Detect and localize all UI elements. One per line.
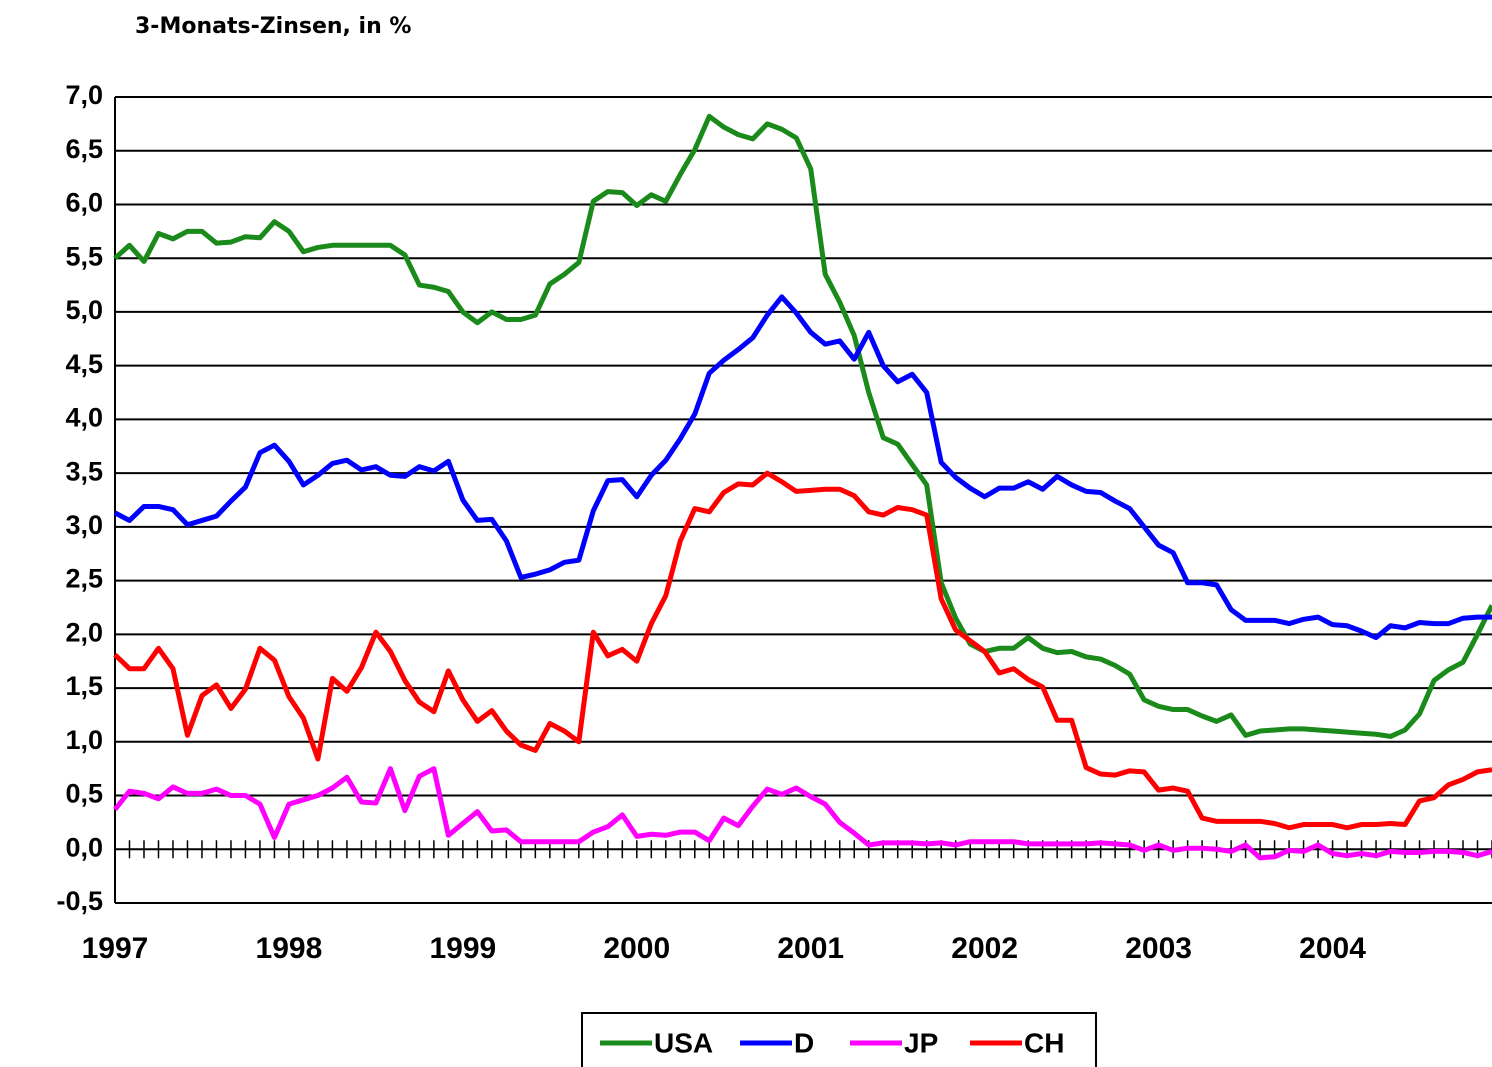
- series-line: [113, 294, 1492, 641]
- y-tick-label: 3,0: [65, 510, 103, 540]
- x-tick-label: 2000: [603, 932, 670, 965]
- y-tick-label: 2,0: [65, 617, 103, 647]
- y-tick-label: 5,5: [65, 241, 103, 271]
- y-tick-label: 1,0: [65, 725, 103, 755]
- x-tick-label: 2003: [1125, 932, 1192, 965]
- lines: [113, 113, 1492, 861]
- y-tick-label: 5,0: [65, 295, 103, 325]
- y-tick-label: 6,5: [65, 134, 103, 164]
- y-tick-label: 7,0: [65, 80, 103, 110]
- y-tick-label: 4,5: [65, 349, 103, 379]
- x-tick-label: 2002: [951, 932, 1018, 965]
- y-tick-label: 3,5: [65, 456, 103, 486]
- series-line: [113, 470, 1492, 831]
- legend-label: D: [794, 1027, 814, 1058]
- y-tick-label: 6,0: [65, 188, 103, 218]
- y-tick-label: -0,5: [56, 886, 103, 916]
- x-tick-label: 1997: [82, 932, 149, 965]
- series-line: [113, 113, 1492, 739]
- chart-title: 3-Monats-Zinsen, in %: [135, 14, 411, 39]
- x-tick-label: 2004: [1299, 932, 1366, 965]
- y-tick-label: 0,0: [65, 832, 103, 862]
- x-tick-label: 2001: [777, 932, 844, 965]
- grid: -0,5 0,0 0,5 1,0 1,5 2,0 2,5 3,0 3,5 4,0 4,5 5,0 5,5…: [56, 80, 1492, 965]
- y-tick-label: 4,0: [65, 403, 103, 433]
- y-tick-label: 0,5: [65, 779, 103, 809]
- legend-label: USA: [654, 1027, 713, 1058]
- legend-label: CH: [1024, 1027, 1064, 1058]
- x-tick-label: 1998: [256, 932, 323, 965]
- legend-label: JP: [904, 1027, 938, 1058]
- series-line: [113, 766, 1492, 861]
- legend: USA D JP CH: [581, 1012, 1097, 1067]
- legend-box: [581, 1012, 1097, 1067]
- y-tick-label: 2,5: [65, 564, 103, 594]
- x-tick-label: 1999: [429, 932, 496, 965]
- y-tick-label: 1,5: [65, 671, 103, 701]
